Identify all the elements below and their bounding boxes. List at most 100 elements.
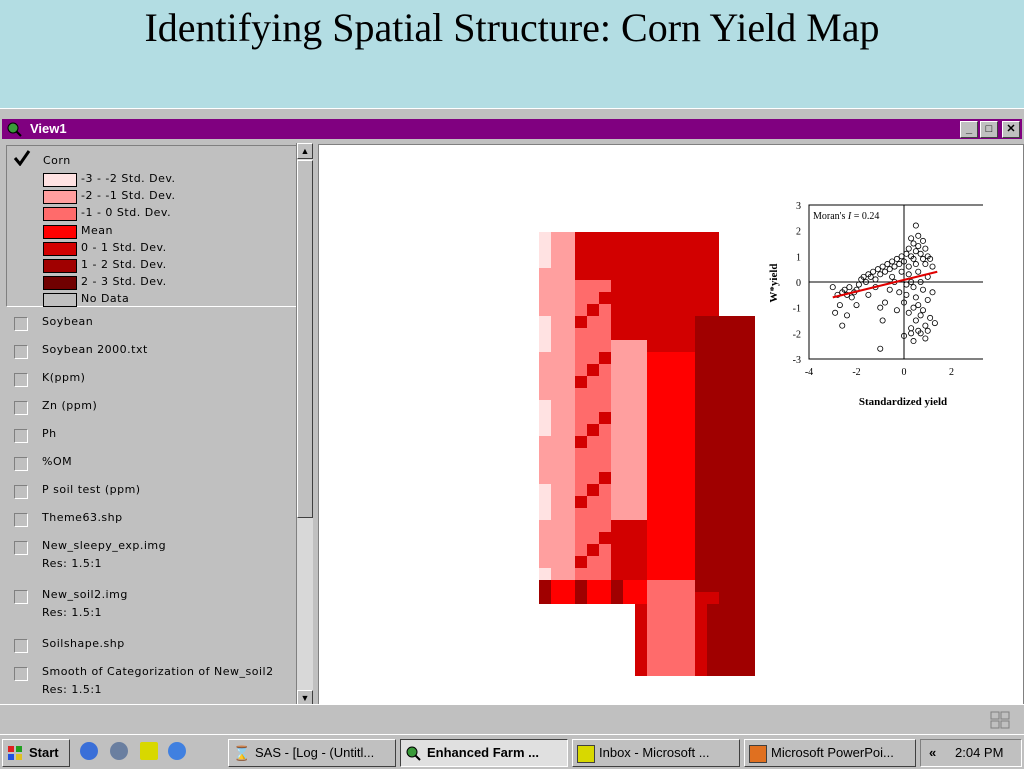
task-sas[interactable]: ⌛ SAS - [Log - (Untitl...	[228, 739, 396, 767]
map-cell	[599, 316, 611, 328]
task-enhanced-farm[interactable]: Enhanced Farm ...	[400, 739, 568, 767]
map-cell	[611, 424, 623, 436]
map-cell	[707, 436, 719, 448]
map-cell	[539, 436, 551, 448]
scatter-point	[912, 261, 919, 268]
checkmark-icon[interactable]	[13, 150, 31, 166]
scatter-point	[877, 304, 884, 311]
theme-checkbox[interactable]	[14, 317, 28, 331]
scatter-point	[917, 312, 924, 319]
theme-checkbox[interactable]	[14, 457, 28, 471]
map-cell	[587, 568, 599, 580]
map-cell	[539, 508, 551, 520]
theme-checkbox[interactable]	[14, 513, 28, 527]
map-cell	[647, 556, 659, 568]
map-cell	[539, 388, 551, 400]
theme-checkbox[interactable]	[14, 639, 28, 653]
map-cell	[623, 520, 635, 532]
map-cell	[719, 652, 731, 664]
map-cell	[575, 520, 587, 532]
start-button[interactable]: Start	[2, 739, 70, 767]
browser-icon[interactable]	[168, 742, 186, 760]
map-cell	[707, 544, 719, 556]
map-cell	[539, 400, 551, 412]
scatter-point	[889, 273, 896, 280]
map-cell	[671, 316, 683, 328]
y-tick-label: 2	[796, 227, 801, 238]
map-cell	[659, 256, 671, 268]
theme-label: New_sleepy_exp.img	[42, 539, 167, 552]
outlook-icon[interactable]	[140, 742, 158, 760]
internet-explorer-icon[interactable]	[80, 742, 98, 760]
map-cell	[743, 556, 755, 568]
y-tick-label: -1	[793, 304, 801, 315]
map-cell	[599, 244, 611, 256]
map-cell	[539, 232, 551, 244]
view-titlebar[interactable]: View1 _ □ ✕	[2, 119, 1022, 139]
toc-scrollbar[interactable]: ▲ ▼	[297, 143, 313, 706]
map-cell	[575, 508, 587, 520]
map-cell	[659, 448, 671, 460]
network-icon[interactable]	[110, 742, 128, 760]
scroll-up-arrow-icon[interactable]: ▲	[297, 143, 313, 159]
scatter-point	[924, 296, 931, 303]
map-cell	[599, 388, 611, 400]
map-cell	[707, 316, 719, 328]
map-cell	[539, 496, 551, 508]
theme-checkbox[interactable]	[14, 667, 28, 681]
scatter-point	[927, 314, 934, 321]
legend-swatch	[43, 173, 77, 187]
map-cell	[719, 316, 731, 328]
map-cell	[695, 412, 707, 424]
theme-checkbox[interactable]	[14, 373, 28, 387]
legend-swatch	[43, 190, 77, 205]
map-cell	[671, 520, 683, 532]
theme-checkbox[interactable]	[14, 590, 28, 604]
map-cell	[623, 232, 635, 244]
map-cell	[671, 472, 683, 484]
scatter-point	[841, 286, 848, 293]
theme-checkbox[interactable]	[14, 429, 28, 443]
map-cell	[587, 268, 599, 280]
map-cell	[743, 412, 755, 424]
map-cell	[635, 616, 647, 628]
map-cell	[731, 604, 743, 616]
grid-icon[interactable]	[990, 711, 1010, 729]
scroll-thumb[interactable]	[297, 160, 313, 518]
map-cell	[611, 568, 623, 580]
tray-expand-icon[interactable]: «	[929, 745, 937, 760]
map-cell	[599, 460, 611, 472]
map-cell	[683, 292, 695, 304]
scatter-point	[879, 263, 886, 270]
map-cell	[587, 508, 599, 520]
theme-checkbox[interactable]	[14, 345, 28, 359]
theme-checkbox[interactable]	[14, 485, 28, 499]
map-cell	[683, 508, 695, 520]
map-cell	[647, 460, 659, 472]
x-tick-label: 2	[949, 367, 954, 378]
map-cell	[671, 580, 683, 592]
maximize-button[interactable]: □	[980, 121, 998, 138]
close-button[interactable]: ✕	[1002, 121, 1020, 138]
theme-checkbox[interactable]	[14, 401, 28, 415]
map-cell	[587, 328, 599, 340]
map-cell	[671, 352, 683, 364]
map-cell	[659, 628, 671, 640]
task-inbox[interactable]: Inbox - Microsoft ...	[572, 739, 740, 767]
map-cell	[647, 376, 659, 388]
minimize-button[interactable]: _	[960, 121, 978, 138]
map-cell	[647, 520, 659, 532]
scatter-point	[877, 345, 884, 352]
map-cell	[575, 328, 587, 340]
map-cell	[707, 388, 719, 400]
map-cell	[695, 268, 707, 280]
task-powerpoint[interactable]: Microsoft PowerPoi...	[744, 739, 916, 767]
map-cell	[683, 436, 695, 448]
corn-theme-panel[interactable]: Corn -3 - -2 Std. Dev. -2 - -1 Std. Dev. -…	[6, 145, 296, 308]
map-cell	[743, 640, 755, 652]
map-cell	[587, 400, 599, 412]
map-cell	[563, 400, 575, 412]
theme-checkbox[interactable]	[14, 541, 28, 555]
map-cell	[731, 568, 743, 580]
